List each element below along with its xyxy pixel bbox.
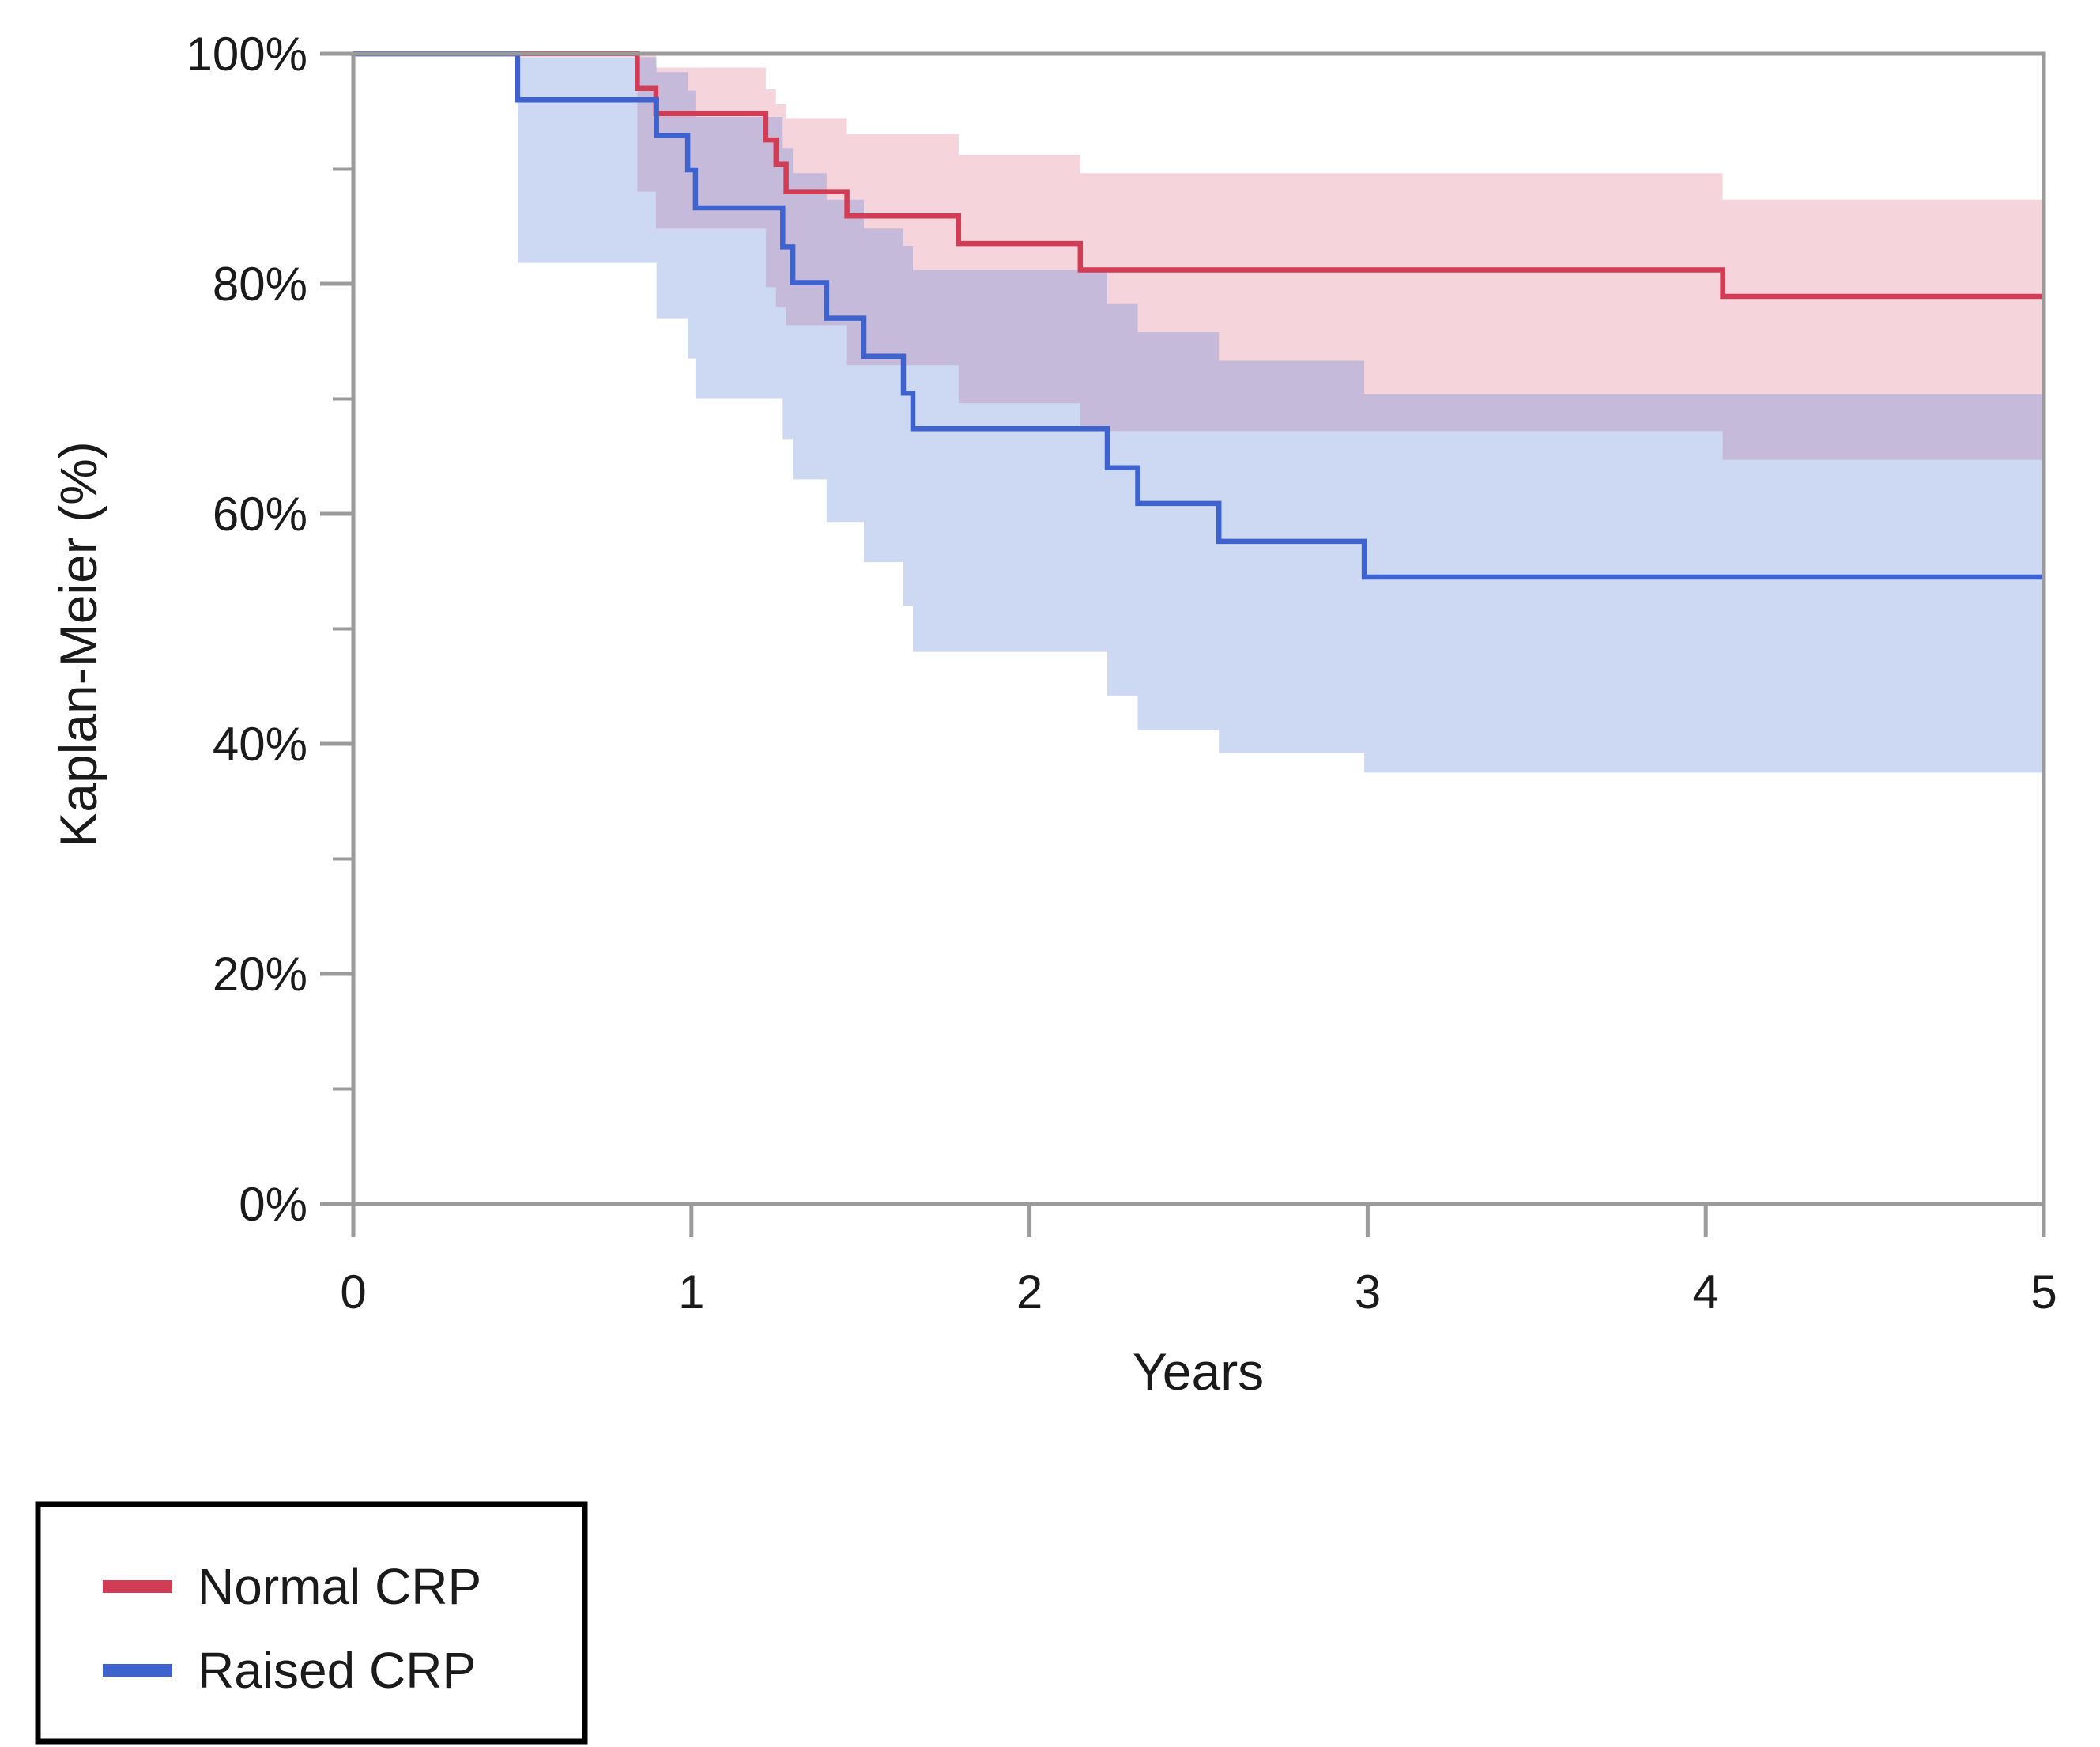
legend-item-raised-crp: Raised CRP xyxy=(103,1642,476,1699)
ci-band-normal-crp xyxy=(637,55,2044,460)
x-tick-label: 4 xyxy=(1693,1266,1719,1319)
legend-item-normal-crp: Normal CRP xyxy=(103,1558,481,1615)
x-axis-title: Years xyxy=(1133,1342,1264,1401)
x-tick-label: 5 xyxy=(2030,1266,2057,1319)
legend: Normal CRP Raised CRP xyxy=(35,1501,588,1745)
legend-label: Normal CRP xyxy=(198,1558,481,1615)
ci-band-raised-crp xyxy=(517,57,2044,773)
x-tick-label: 2 xyxy=(1016,1266,1042,1319)
axes-and-ticks xyxy=(320,51,2046,1237)
x-tick-label: 3 xyxy=(1355,1266,1381,1319)
legend-label: Raised CRP xyxy=(198,1642,476,1699)
ci-bands xyxy=(517,55,2044,773)
y-tick-label: 20% xyxy=(213,948,307,1001)
survival-curves xyxy=(353,51,2044,580)
legend-box xyxy=(35,1501,588,1745)
y-tick-label: 100% xyxy=(187,28,307,81)
x-tick-label: 0 xyxy=(340,1266,366,1319)
x-tick-label: 1 xyxy=(678,1266,704,1319)
curve-raised-crp xyxy=(353,51,2044,580)
y-tick-label: 80% xyxy=(213,258,307,311)
y-axis-title: Kaplan-Meier (%) xyxy=(49,441,107,847)
y-tick-label: 0% xyxy=(239,1178,307,1231)
y-tick-label: 40% xyxy=(213,718,307,771)
y-tick-label: 60% xyxy=(213,488,307,541)
tick-labels: 0 1 2 3 4 5 0% 20% 40% 60% 80% 100% xyxy=(187,28,2057,1319)
curve-normal-crp xyxy=(353,51,2044,300)
